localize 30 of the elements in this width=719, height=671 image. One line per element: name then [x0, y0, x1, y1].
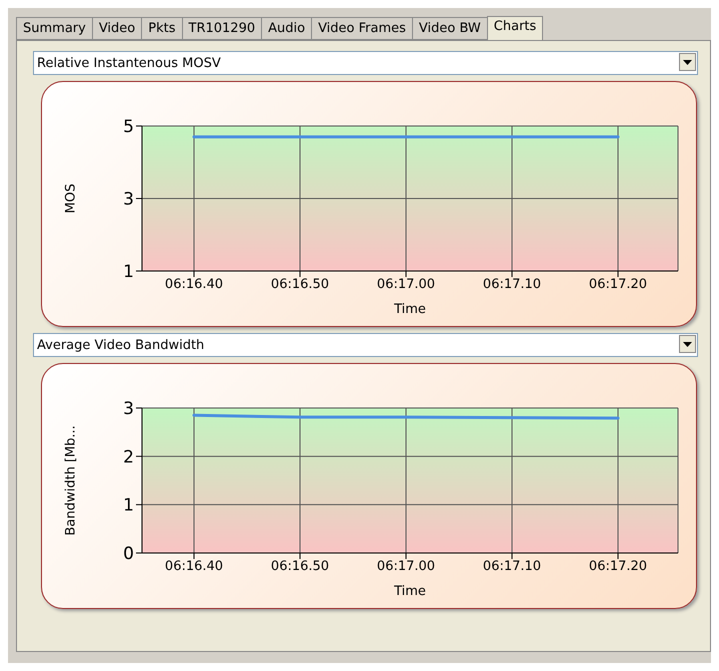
text: Video Frames [311, 17, 413, 40]
x-tick-label: 06:17.20 [588, 559, 648, 574]
y-tick-label: 2 [123, 447, 134, 468]
y-tick-label: 3 [123, 190, 134, 210]
text: Video [92, 17, 142, 40]
text: Summary [16, 17, 93, 40]
y-tick-label: 0 [123, 544, 134, 564]
x-tick-label: 06:17.00 [376, 559, 436, 574]
y-tick-label: 5 [123, 117, 134, 138]
x-tick-label: 06:17.20 [588, 277, 648, 292]
x-tick-label: 06:16.50 [270, 277, 330, 292]
x-tick-label: 06:16.40 [164, 277, 224, 292]
y-axis-title: MOS [64, 184, 79, 214]
x-axis-title: Time [393, 584, 426, 599]
x-tick-label: 06:16.40 [164, 559, 224, 574]
text: Video BW [412, 17, 488, 40]
x-tick-label: 06:16.50 [270, 559, 330, 574]
x-tick-label: 06:17.10 [482, 277, 542, 292]
y-tick-label: 3 [123, 399, 134, 420]
x-tick-label: 06:17.10 [482, 559, 542, 574]
text: Audio [261, 17, 312, 40]
y-tick-label: 1 [123, 496, 134, 516]
y-axis-title: Bandwidth [Mb... [64, 425, 79, 536]
chart-title: Relative Instantenous MOSV [37, 56, 221, 70]
text: Pkts [141, 17, 183, 40]
x-axis-title: Time [393, 302, 426, 317]
x-tick-label: 06:17.00 [376, 277, 436, 292]
text: TR101290 [182, 17, 262, 40]
y-tick-label: 1 [123, 262, 134, 282]
chart-title: Average Video Bandwidth [37, 338, 204, 352]
